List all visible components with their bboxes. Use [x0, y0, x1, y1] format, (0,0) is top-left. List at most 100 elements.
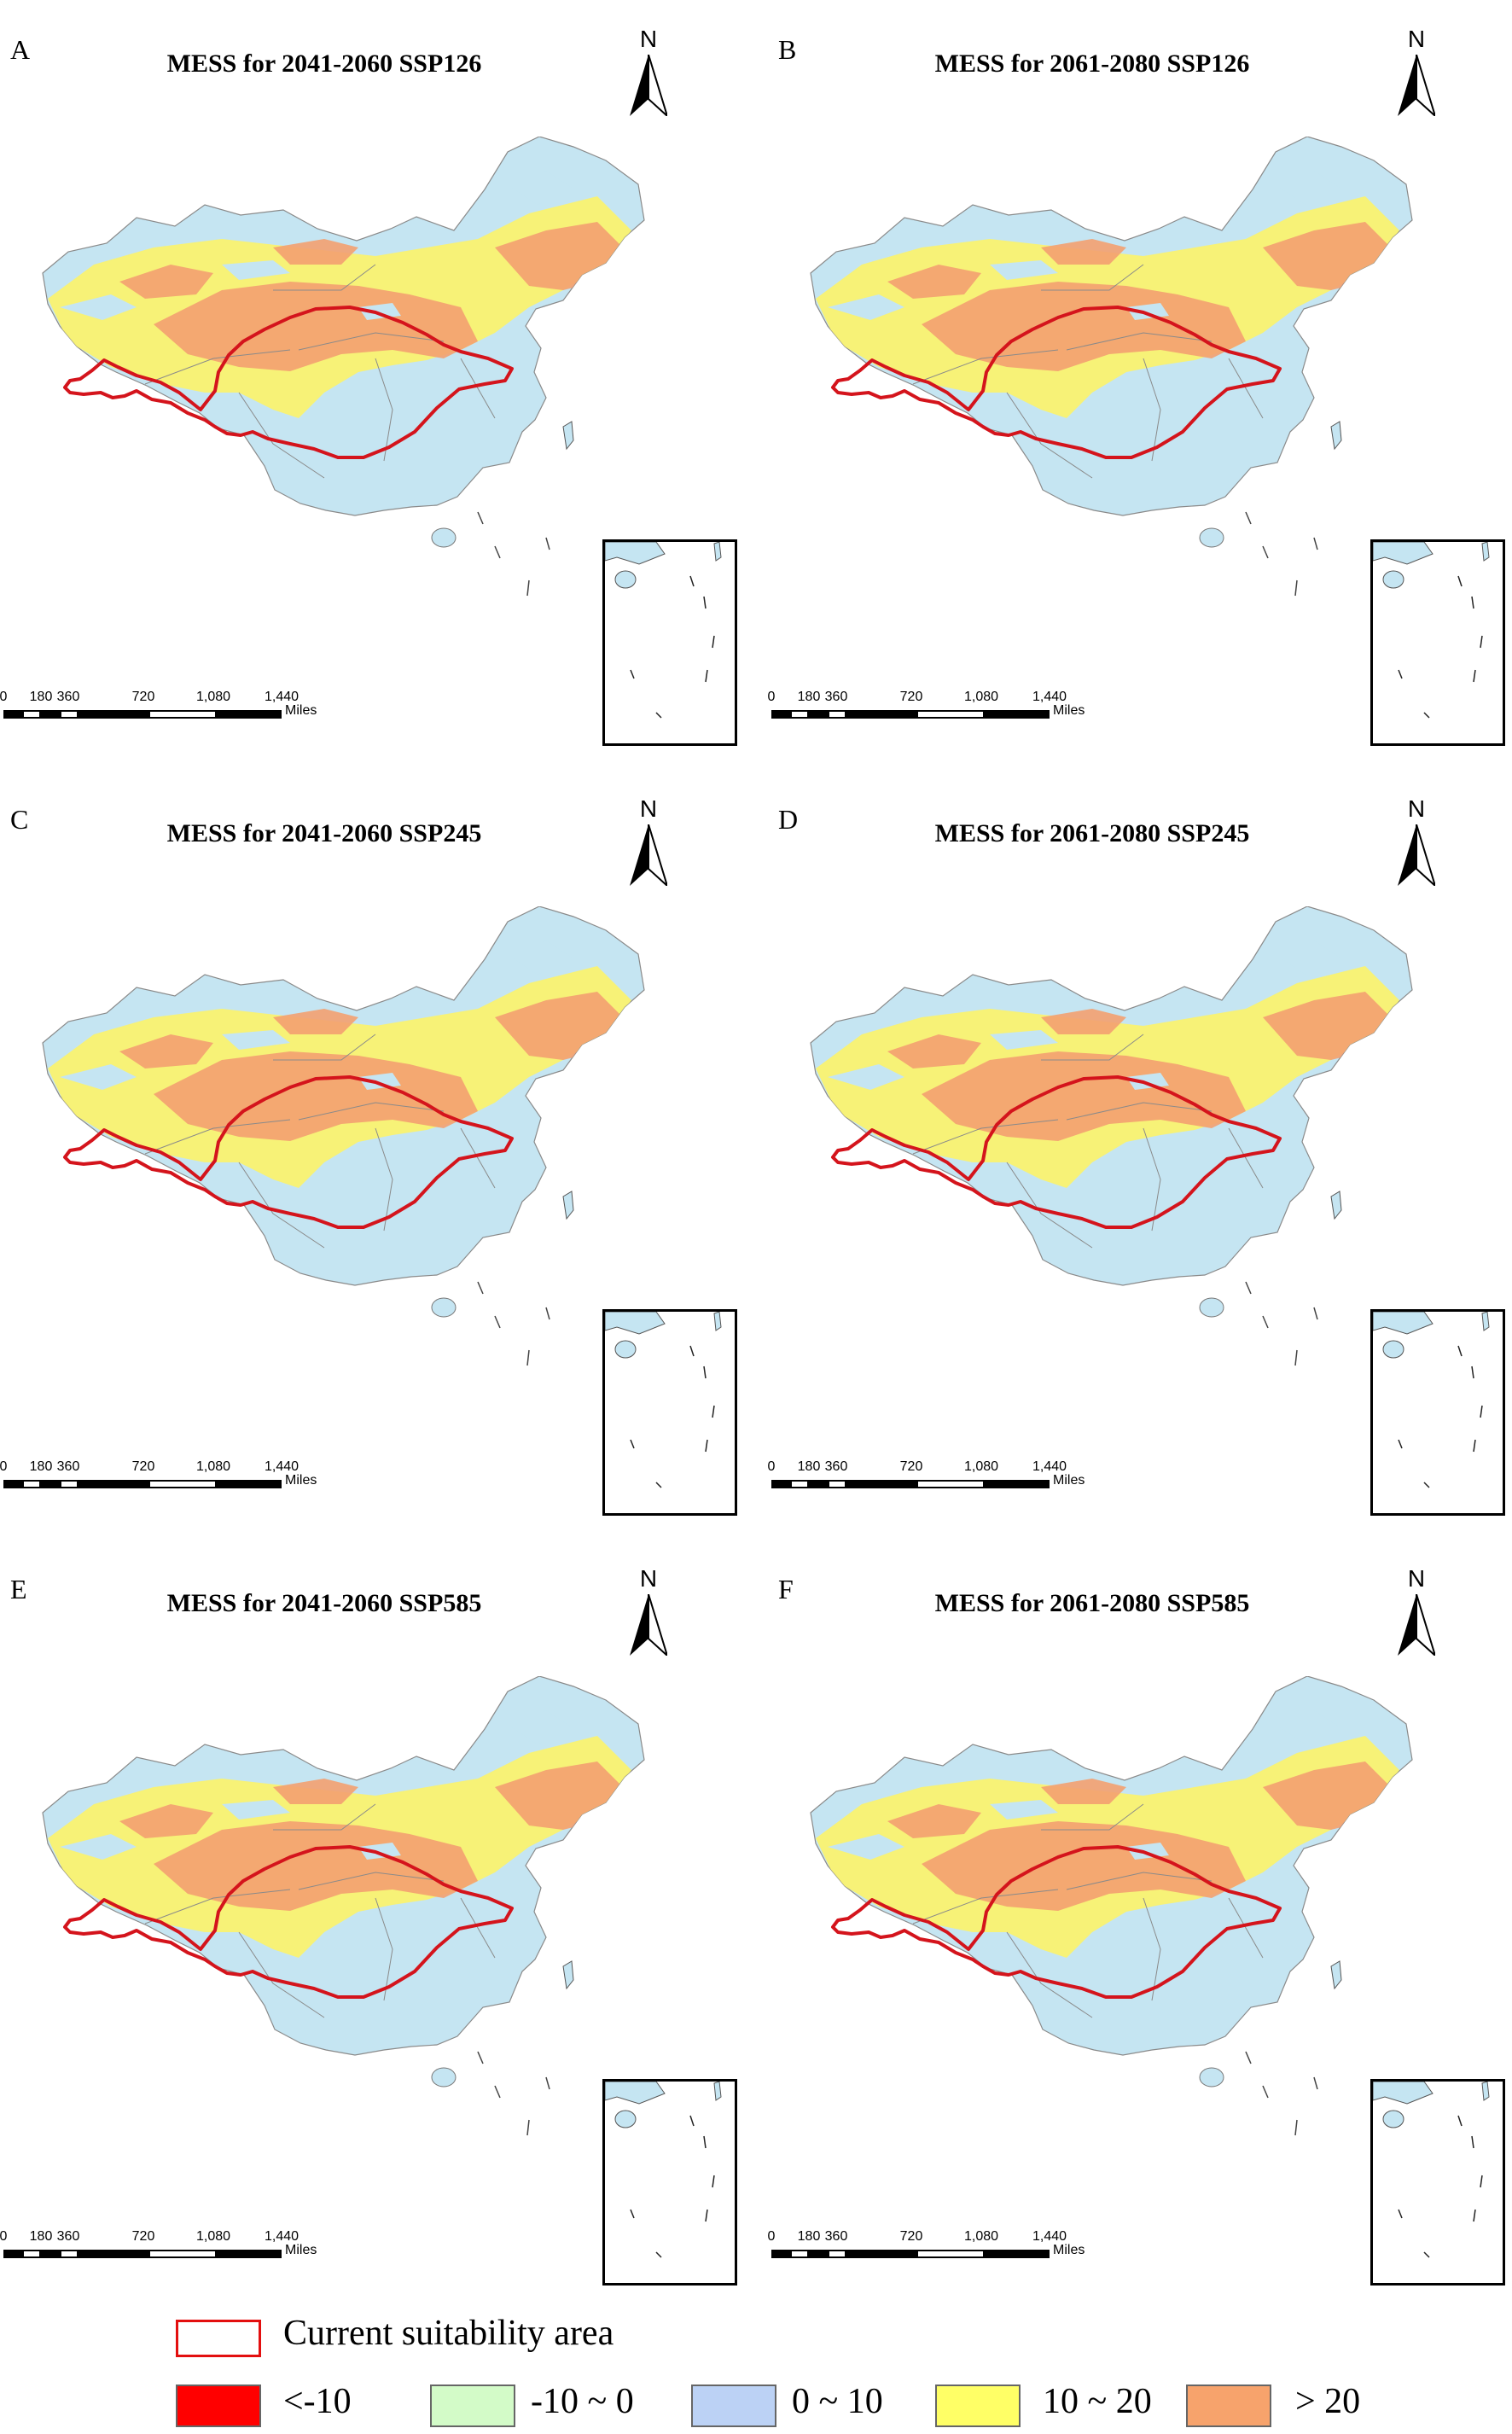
mess-gt20-zone: [887, 1034, 981, 1069]
panel-title: MESS for 2061-2080 SSP245: [934, 819, 1250, 847]
scale-bar-segments: [771, 710, 1050, 719]
scale-tick-label: 180: [29, 2229, 53, 2244]
south-china-sea-inset: [1370, 2079, 1505, 2286]
map-panel-d: D MESS for 2061-2080 SSP245 N 0 180 360 720 1,0…: [768, 770, 1512, 1540]
north-label: N: [639, 1565, 658, 1592]
legend-swatch: [430, 2385, 515, 2427]
scale-tick-label: 180: [29, 690, 53, 704]
china-map: [42, 906, 645, 1366]
current-suitability-outline: [63, 1845, 514, 1999]
scale-tick-label: 1,080: [195, 690, 231, 704]
scale-unit: Miles: [285, 1473, 317, 1488]
south-china-sea-inset: [602, 539, 737, 746]
legend-swatch: [176, 2385, 261, 2427]
mess-gt20-zone: [273, 1009, 358, 1034]
scale-bar: 0 180 360 720 1,080 1,440 Miles: [0, 690, 324, 727]
mess-0-10-zone: [828, 294, 904, 320]
map-panel-b: B MESS for 2061-2080 SSP126 N 0 180 360 720 1,0…: [768, 0, 1512, 770]
north-arrow-icon: N: [623, 26, 674, 121]
scale-tick-label: 720: [131, 2229, 155, 2244]
scale-bar: 0 180 360 720 1,080 1,440 Miles: [768, 690, 1092, 727]
scale-bar-segments: [3, 710, 282, 719]
scale-unit: Miles: [1053, 703, 1085, 718]
mess-0-10-zone: [358, 303, 401, 320]
scale-tick-label: 1,440: [264, 1459, 299, 1474]
scale-unit: Miles: [1053, 1473, 1085, 1488]
mess-gt20-zone: [273, 1779, 358, 1804]
scale-bar-segments: [3, 1480, 282, 1488]
scale-tick-label: 360: [56, 690, 80, 704]
scale-tick-label: 1,440: [1032, 1459, 1067, 1474]
scale-tick-label: 720: [899, 2229, 923, 2244]
mess-0-10-zone: [990, 1030, 1058, 1050]
mess-0-10-zone: [358, 1073, 401, 1090]
mess-0-10-zone: [222, 1030, 290, 1050]
mess-gt20-zone: [119, 1034, 213, 1069]
scale-bar-segments: [771, 2250, 1050, 2258]
south-china-sea-inset: [1370, 539, 1505, 746]
legend-swatch: [1186, 2385, 1271, 2427]
legend-swatch: [935, 2385, 1021, 2427]
scale-tick-label: 360: [824, 690, 848, 704]
mess-gt20-zone: [1041, 239, 1126, 265]
north-label: N: [1407, 1565, 1426, 1592]
scale-tick-label: 1,080: [963, 1459, 999, 1474]
scale-tick-label: 180: [797, 1459, 821, 1474]
scale-tick-label: 360: [824, 1459, 848, 1474]
scale-tick-label: 180: [29, 1459, 53, 1474]
legend-label: 10 ~ 20: [1043, 2382, 1152, 2421]
scale-bar: 0 180 360 720 1,080 1,440 Miles: [0, 1459, 324, 1497]
mess-0-10-zone: [60, 1834, 137, 1860]
mess-0-10-zone: [828, 1834, 904, 1860]
scale-tick-label: 720: [131, 690, 155, 704]
scale-tick-label: 0: [0, 690, 8, 704]
scale-tick-label: 1,440: [1032, 2229, 1067, 2244]
legend-label: -10 ~ 0: [531, 2382, 634, 2421]
china-map: [42, 1676, 645, 2136]
mess-0-10-zone: [990, 1800, 1058, 1820]
mess-0-10-zone: [358, 1843, 401, 1860]
mess-0-10-zone: [828, 1064, 904, 1090]
scale-tick-label: 0: [767, 690, 776, 704]
map-panel-f: F MESS for 2061-2080 SSP585 N 0 180 360 720 1,0…: [768, 1540, 1512, 2309]
south-china-sea-inset: [602, 1309, 737, 1516]
mess-0-10-zone: [1126, 303, 1169, 320]
legend: Current suitability area <-10 -10 ~ 0 0 …: [0, 2304, 1512, 2434]
mess-0-10-zone: [512, 171, 572, 205]
map-panel-c: C MESS for 2041-2060 SSP245 N 0 180 360 720 1,0…: [0, 770, 756, 1540]
mess-gt20-zone: [1041, 1009, 1126, 1034]
scale-tick-label: 180: [797, 690, 821, 704]
current-suitability-outline: [63, 1075, 514, 1229]
panel-title: MESS for 2061-2080 SSP126: [934, 49, 1250, 78]
north-label: N: [1407, 795, 1426, 822]
north-label: N: [639, 795, 658, 822]
current-suitability-outline: [831, 1845, 1282, 1999]
scale-bar: 0 180 360 720 1,080 1,440 Miles: [768, 1459, 1092, 1497]
panel-letter: D: [778, 804, 799, 835]
legend-outline-label: Current suitability area: [283, 2314, 614, 2353]
current-suitability-outline: [831, 1075, 1282, 1229]
mess-0-10-zone: [222, 1800, 290, 1820]
mess-0-10-zone: [512, 1710, 572, 1744]
panel-letter: C: [10, 804, 29, 835]
scale-bar: 0 180 360 720 1,080 1,440 Miles: [768, 2229, 1092, 2267]
mess-gt20-zone: [887, 265, 981, 299]
panel-title: MESS for 2041-2060 SSP245: [166, 819, 482, 847]
scale-tick-label: 180: [797, 2229, 821, 2244]
mess-0-10-zone: [1280, 1710, 1340, 1744]
mess-0-10-zone: [1280, 940, 1340, 975]
legend-label: 0 ~ 10: [792, 2382, 883, 2421]
scale-tick-label: 0: [767, 2229, 776, 2244]
scale-tick-label: 720: [899, 690, 923, 704]
scale-tick-label: 1,080: [963, 690, 999, 704]
scale-tick-label: 1,440: [264, 690, 299, 704]
scale-bar: 0 180 360 720 1,080 1,440 Miles: [0, 2229, 324, 2267]
scale-tick-label: 1,080: [195, 1459, 231, 1474]
panel-letter: E: [10, 1574, 27, 1604]
map-panel-e: E MESS for 2041-2060 SSP585 N 0 180 360 720 1,0…: [0, 1540, 756, 2309]
mess-gt20-zone: [119, 265, 213, 299]
mess-0-10-zone: [1126, 1073, 1169, 1090]
mess-0-10-zone: [1126, 1843, 1169, 1860]
scale-tick-label: 1,440: [1032, 690, 1067, 704]
panel-letter: B: [778, 34, 797, 65]
